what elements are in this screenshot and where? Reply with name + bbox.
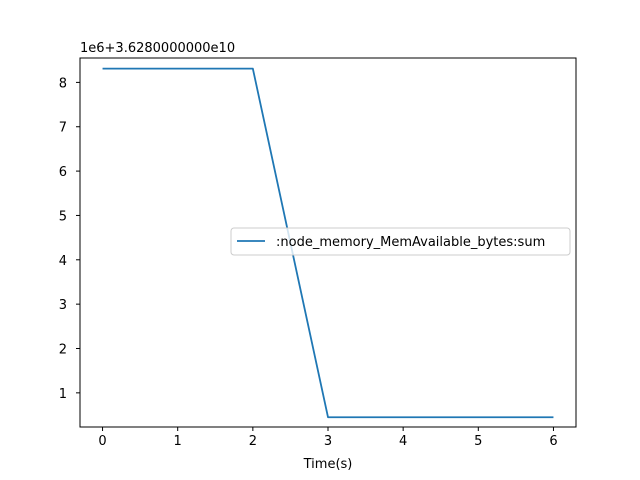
- x-tick-label: 2: [249, 434, 257, 449]
- y-tick-label: 8: [59, 76, 67, 91]
- x-tick-label: 5: [474, 434, 482, 449]
- legend-box: [230, 227, 571, 256]
- x-axis: 0 1 2 3 4 5 6: [98, 427, 558, 449]
- y-offset-text: 1e6+3.6280000000e10: [80, 41, 235, 56]
- legend-entry-label: :node_memory_MemAvailable_bytes:sum: [276, 235, 545, 250]
- y-axis: 1 2 3 4 5 6 7 8: [59, 76, 80, 402]
- legend: :node_memory_MemAvailable_bytes:sum: [230, 227, 571, 256]
- y-tick-label: 5: [59, 209, 67, 224]
- y-tick-label: 6: [59, 165, 67, 180]
- series-line: [102, 67, 554, 419]
- y-tick-label: 7: [59, 121, 67, 136]
- y-tick-label: 1: [59, 387, 67, 402]
- series-layer: [102, 67, 554, 419]
- x-axis-label: Time(s): [303, 457, 353, 472]
- y-tick-label: 2: [59, 342, 67, 357]
- x-tick-label: 6: [549, 434, 557, 449]
- y-tick-label: 4: [59, 254, 67, 269]
- x-tick-label: 3: [324, 434, 332, 449]
- x-tick-label: 4: [399, 434, 407, 449]
- y-tick-label: 3: [59, 298, 67, 313]
- x-tick-label: 1: [174, 434, 182, 449]
- x-tick-label: 0: [98, 434, 106, 449]
